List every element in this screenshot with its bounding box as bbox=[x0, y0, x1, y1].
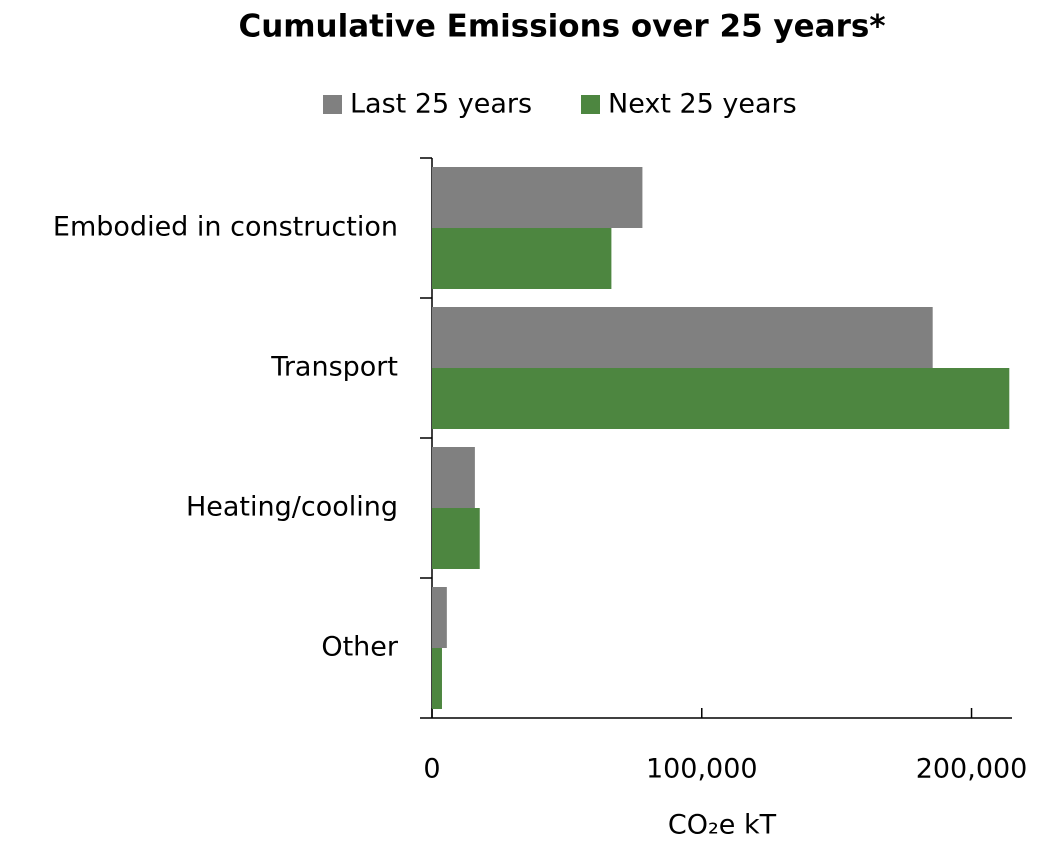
bar bbox=[432, 368, 1010, 429]
y-tick-label: Embodied in construction bbox=[53, 212, 398, 243]
bar bbox=[432, 447, 475, 508]
bar bbox=[432, 307, 933, 368]
x-tick-label: 0 bbox=[423, 754, 440, 785]
legend-swatch bbox=[581, 95, 600, 114]
x-tick-label: 100,000 bbox=[646, 754, 758, 785]
legend-swatch bbox=[323, 95, 342, 114]
y-tick-label: Other bbox=[321, 632, 399, 663]
bar bbox=[432, 587, 447, 648]
x-tick-label: 200,000 bbox=[916, 754, 1028, 785]
legend-label: Next 25 years bbox=[608, 89, 797, 120]
bar bbox=[432, 508, 480, 569]
bar bbox=[432, 648, 442, 709]
legend-label: Last 25 years bbox=[350, 89, 532, 120]
bar bbox=[432, 167, 643, 228]
x-axis-label: CO₂e kT bbox=[668, 810, 777, 841]
y-tick-label: Heating/cooling bbox=[186, 492, 398, 523]
bar bbox=[432, 228, 612, 289]
y-tick-label: Transport bbox=[270, 352, 398, 383]
chart-title: Cumulative Emissions over 25 years* bbox=[238, 9, 885, 45]
